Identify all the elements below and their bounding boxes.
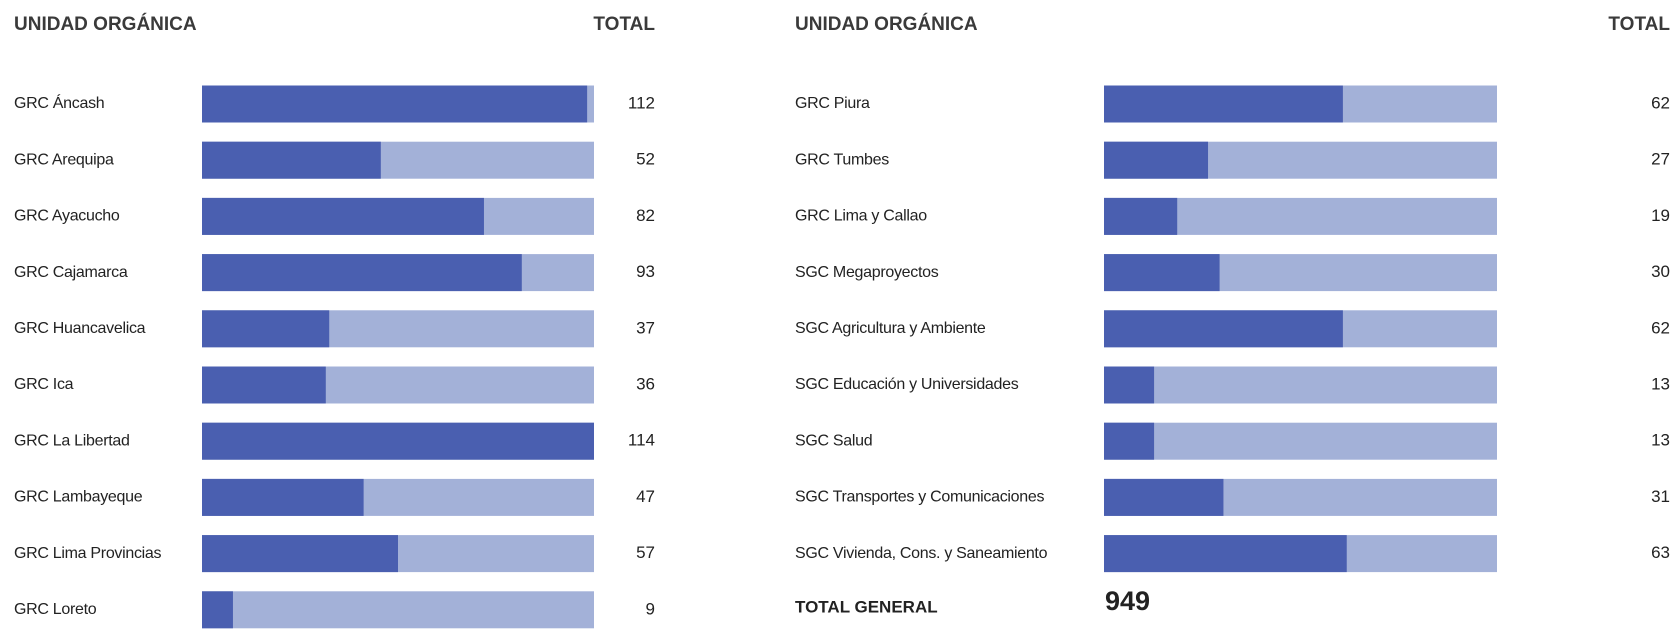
category-label: GRC Lambayeque: [14, 489, 143, 506]
category-label: GRC Tumbes: [795, 151, 889, 168]
value-label: 36: [636, 374, 655, 393]
value-label: 93: [636, 262, 655, 281]
value-label: 37: [636, 318, 655, 337]
bar: [1104, 254, 1220, 292]
column-header: UNIDAD ORGÁNICA: [795, 13, 978, 35]
category-label: SGC Salud: [795, 432, 872, 449]
value-label: 82: [636, 206, 655, 225]
value-label: 112: [628, 93, 655, 112]
category-label: SGC Educación y Universidades: [795, 376, 1019, 393]
bar-track: [1104, 422, 1497, 460]
category-label: GRC Loreto: [14, 601, 97, 618]
category-label: GRC Cajamarca: [14, 264, 128, 281]
category-label: GRC Ica: [14, 376, 74, 393]
bar: [1104, 310, 1343, 348]
bar: [202, 478, 364, 516]
bar: [1104, 197, 1178, 235]
bar: [202, 85, 588, 123]
column-header: TOTAL: [593, 14, 655, 35]
value-label: 27: [1651, 150, 1670, 169]
category-label: GRC Ayacucho: [14, 208, 120, 225]
value-label: 31: [1651, 487, 1670, 506]
value-label: 9: [646, 599, 655, 618]
category-label: GRC Arequipa: [14, 151, 114, 168]
bar-track: [1104, 366, 1497, 404]
total-value: 949: [1105, 586, 1150, 616]
bar: [202, 254, 522, 292]
value-label: 30: [1651, 262, 1670, 281]
bar: [202, 591, 233, 629]
category-label: SGC Transportes y Comunicaciones: [795, 489, 1044, 506]
bar: [202, 422, 594, 460]
value-label: 62: [1651, 318, 1670, 337]
category-label: SGC Vivienda, Cons. y Saneamiento: [795, 545, 1048, 562]
total-label: TOTAL GENERAL: [795, 597, 938, 616]
value-label: 52: [636, 150, 655, 169]
category-label: GRC Huancavelica: [14, 320, 146, 337]
category-label: SGC Agricultura y Ambiente: [795, 320, 986, 337]
bar: [1104, 535, 1347, 573]
bar: [1104, 141, 1209, 179]
bar: [202, 310, 330, 348]
value-label: 13: [1651, 374, 1670, 393]
category-label: GRC Áncash: [14, 93, 104, 112]
bar: [202, 535, 398, 573]
value-label: 13: [1651, 431, 1670, 450]
bar: [202, 366, 326, 404]
value-label: 114: [628, 431, 655, 450]
bar: [1104, 422, 1155, 460]
category-label: GRC Lima y Callao: [795, 208, 927, 225]
bar: [202, 141, 381, 179]
bar: [1104, 85, 1343, 123]
bar: [202, 197, 484, 235]
bar-track: [202, 591, 594, 629]
value-label: 62: [1651, 93, 1670, 112]
category-label: GRC Lima Provincias: [14, 545, 162, 562]
value-label: 57: [636, 543, 655, 562]
category-label: GRC La Libertad: [14, 432, 130, 449]
column-header: UNIDAD ORGÁNICA: [14, 13, 197, 35]
bar: [1104, 478, 1224, 516]
column-header: TOTAL: [1608, 14, 1670, 35]
value-label: 47: [636, 487, 655, 506]
category-label: SGC Megaproyectos: [795, 264, 939, 281]
value-label: 19: [1651, 206, 1670, 225]
bar: [1104, 366, 1155, 404]
category-label: GRC Piura: [795, 95, 870, 112]
value-label: 63: [1651, 543, 1670, 562]
